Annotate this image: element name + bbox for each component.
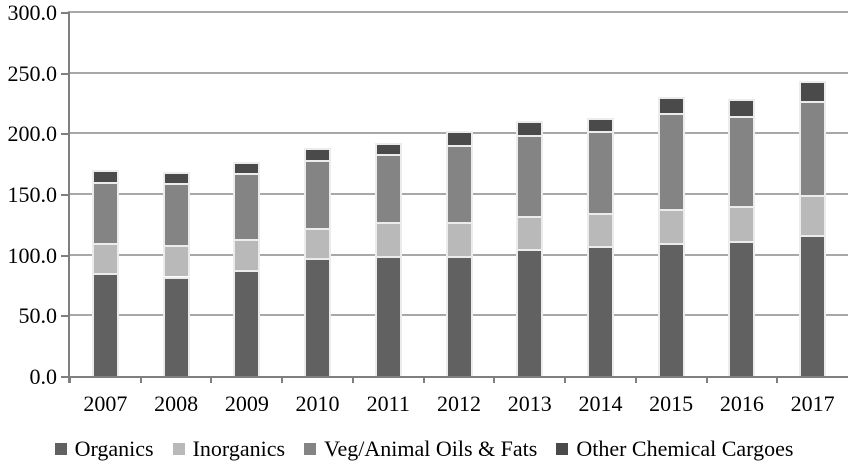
- legend-item-other-chemical-cargoes: Other Chemical Cargoes: [556, 436, 793, 462]
- legend-item-veg-animal-oils-fats: Veg/Animal Oils & Fats: [304, 436, 537, 462]
- bar-segment-organics-2010: [304, 258, 332, 376]
- bar-segment-veg-animal-oils-fats-2010: [304, 160, 332, 228]
- legend-swatch-veg-animal-oils-fats: [304, 443, 317, 455]
- bar-segment-veg-animal-oils-fats-2017: [799, 100, 827, 196]
- y-axis-tick: [61, 315, 70, 318]
- bar-segment-other-chemical-cargoes-2013: [516, 121, 544, 135]
- x-axis-tick: [776, 376, 779, 383]
- x-axis-label-2017: 2017: [790, 391, 835, 416]
- legend-label-veg-animal-oils-fats: Veg/Animal Oils & Fats: [324, 436, 538, 461]
- legend-label-organics: Organics: [74, 436, 154, 461]
- bar-segment-organics-2011: [374, 255, 402, 376]
- y-axis-tick: [61, 254, 70, 257]
- bar-segment-organics-2017: [799, 235, 827, 376]
- bar-segment-inorganics-2017: [799, 195, 827, 236]
- legend-swatch-organics: [54, 443, 67, 455]
- bar-segment-inorganics-2011: [374, 221, 402, 256]
- x-axis-tick: [351, 376, 354, 383]
- x-axis-label-2007: 2007: [83, 391, 128, 416]
- bar-segment-organics-2014: [586, 246, 614, 376]
- bar-segment-inorganics-2015: [657, 208, 685, 243]
- x-axis-tick: [634, 376, 637, 383]
- y-axis-tick-label: 50.0: [18, 303, 58, 329]
- bar-segment-inorganics-2014: [586, 213, 614, 247]
- x-axis-tick: [564, 376, 567, 383]
- bar-segment-veg-animal-oils-fats-2015: [657, 112, 685, 209]
- x-axis-tick: [69, 376, 71, 383]
- bar-segment-organics-2009: [233, 270, 261, 376]
- bar-segment-veg-animal-oils-fats-2009: [233, 173, 261, 239]
- legend-label-inorganics: Inorganics: [192, 436, 286, 461]
- bar-segment-inorganics-2012: [445, 221, 473, 256]
- bar-segment-other-chemical-cargoes-2011: [374, 143, 402, 154]
- x-axis-label-2015: 2015: [649, 391, 694, 416]
- x-axis-tick: [705, 376, 708, 383]
- legend-item-inorganics: Inorganics: [172, 436, 286, 462]
- bar-segment-veg-animal-oils-fats-2007: [91, 181, 119, 243]
- gridline: [68, 11, 848, 13]
- y-axis-tick: [61, 194, 70, 196]
- y-axis-tick-label: 150.0: [7, 182, 58, 207]
- x-axis-label-2016: 2016: [719, 391, 764, 416]
- bar-segment-other-chemical-cargoes-2007: [91, 169, 119, 182]
- y-axis-tick: [61, 376, 70, 378]
- bar-segment-organics-2013: [516, 248, 544, 376]
- bar-segment-organics-2007: [91, 272, 119, 376]
- y-axis-tick-label: 300.0: [7, 0, 58, 25]
- bar-segment-veg-animal-oils-fats-2013: [516, 134, 544, 216]
- bar-segment-veg-animal-oils-fats-2011: [374, 153, 402, 222]
- bar-segment-organics-2016: [728, 241, 756, 376]
- legend-label-other-chemical-cargoes: Other Chemical Cargoes: [576, 436, 794, 461]
- legend-swatch-other-chemical-cargoes: [556, 443, 569, 455]
- bar-segment-organics-2015: [657, 242, 685, 376]
- bar-segment-inorganics-2008: [162, 244, 190, 277]
- x-axis-tick: [139, 376, 142, 383]
- bar-segment-other-chemical-cargoes-2010: [304, 147, 332, 161]
- x-axis-label-2014: 2014: [578, 391, 623, 416]
- bar-segment-veg-animal-oils-fats-2012: [445, 145, 473, 222]
- y-axis-tick-label: 0.0: [29, 364, 58, 389]
- bar-segment-other-chemical-cargoes-2017: [799, 81, 827, 101]
- x-axis-label-2010: 2010: [295, 391, 340, 416]
- x-axis-label-2013: 2013: [507, 391, 552, 416]
- legend-item-organics: Organics: [54, 436, 154, 462]
- bar-segment-inorganics-2009: [233, 238, 261, 271]
- x-axis-tick: [210, 376, 213, 383]
- y-axis-tick-label: 100.0: [7, 242, 58, 268]
- x-axis-tick: [493, 376, 496, 383]
- bar-segment-other-chemical-cargoes-2009: [233, 162, 261, 174]
- bar-segment-veg-animal-oils-fats-2008: [162, 183, 190, 245]
- y-axis-tick: [61, 12, 70, 14]
- y-axis-tick: [61, 72, 70, 75]
- bar-segment-inorganics-2016: [728, 206, 756, 242]
- bar-segment-inorganics-2010: [304, 227, 332, 259]
- y-axis-tick-label: 250.0: [7, 60, 58, 86]
- bar-segment-veg-animal-oils-fats-2016: [728, 116, 756, 207]
- chart-legend: Organics Inorganics Veg/Animal Oils & Fats…: [0, 434, 848, 464]
- bar-segment-organics-2012: [445, 255, 473, 376]
- y-axis-tick: [61, 133, 70, 136]
- x-axis-label-2011: 2011: [366, 391, 410, 416]
- bar-segment-other-chemical-cargoes-2015: [657, 96, 685, 113]
- bar-segment-other-chemical-cargoes-2008: [162, 172, 190, 184]
- y-axis-tick-label: 200.0: [7, 121, 58, 147]
- legend-swatch-inorganics: [172, 443, 185, 455]
- bar-segment-organics-2008: [162, 276, 190, 376]
- bar-segment-inorganics-2007: [91, 242, 119, 273]
- bar-segment-other-chemical-cargoes-2016: [728, 99, 756, 117]
- x-axis-label-2008: 2008: [154, 391, 199, 416]
- x-axis-label-2009: 2009: [224, 391, 269, 416]
- bar-segment-veg-animal-oils-fats-2014: [586, 130, 614, 214]
- bar-segment-other-chemical-cargoes-2014: [586, 117, 614, 131]
- x-axis-tick: [422, 376, 425, 383]
- y-axis-line: [68, 13, 70, 383]
- x-axis-label-2012: 2012: [436, 391, 481, 416]
- gridline: [68, 71, 848, 74]
- x-axis-line: [68, 376, 848, 378]
- bar-segment-other-chemical-cargoes-2012: [445, 130, 473, 146]
- x-axis-tick: [281, 376, 284, 383]
- bar-segment-inorganics-2013: [516, 215, 544, 249]
